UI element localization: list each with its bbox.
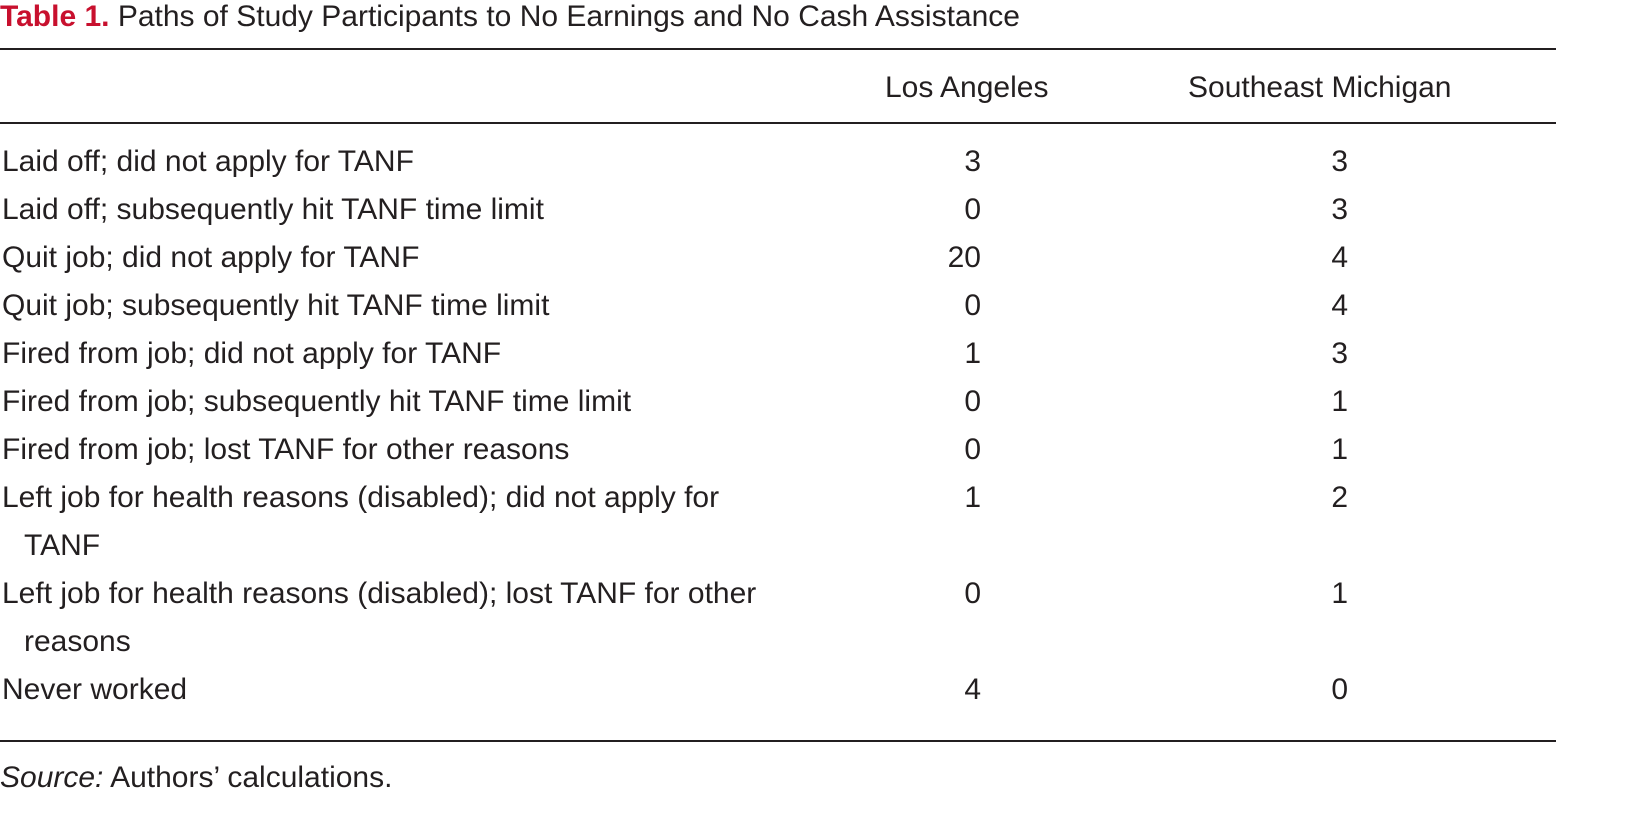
cell-southeast-michigan: 1 — [1331, 577, 1348, 610]
cell-southeast-michigan: 4 — [1331, 241, 1348, 274]
table-number-label: Table 1. — [0, 0, 110, 33]
cell-los-angeles: 4 — [964, 673, 981, 706]
table-row: Fired from job; did not apply for TANF 1… — [0, 330, 1556, 378]
row-category: Quit job; did not apply for TANF — [2, 241, 420, 274]
table-row: Laid off; did not apply for TANF 3 3 — [0, 138, 1556, 186]
source-label: Source: — [0, 761, 104, 794]
row-category: Laid off; did not apply for TANF — [2, 145, 414, 178]
table-row: Fired from job; subsequently hit TANF ti… — [0, 378, 1556, 426]
table-row: Fired from job; lost TANF for other reas… — [0, 426, 1556, 474]
table-row: Laid off; subsequently hit TANF time lim… — [0, 186, 1556, 234]
cell-los-angeles: 0 — [964, 577, 981, 610]
header-rule — [0, 122, 1556, 124]
table-row: Never worked 4 0 — [0, 666, 1556, 714]
row-category: Fired from job; did not apply for TANF — [2, 337, 502, 370]
table-row: Left job for health reasons (disabled); … — [0, 570, 1556, 666]
column-header-los-angeles: Los Angeles — [885, 71, 1049, 104]
bottom-rule — [0, 740, 1556, 742]
cell-los-angeles: 1 — [964, 337, 981, 370]
row-category: Left job for health reasons (disabled); … — [2, 577, 757, 658]
cell-los-angeles: 0 — [964, 193, 981, 226]
row-category: Laid off; subsequently hit TANF time lim… — [2, 193, 544, 226]
table-title-text: Paths of Study Participants to No Earnin… — [109, 0, 1020, 33]
cell-southeast-michigan: 0 — [1331, 673, 1348, 706]
cell-southeast-michigan: 1 — [1331, 433, 1348, 466]
row-category: Fired from job; subsequently hit TANF ti… — [2, 385, 632, 418]
cell-southeast-michigan: 3 — [1331, 337, 1348, 370]
row-category: Fired from job; lost TANF for other reas… — [2, 433, 570, 466]
row-category: Quit job; subsequently hit TANF time lim… — [2, 289, 550, 322]
cell-southeast-michigan: 3 — [1331, 145, 1348, 178]
row-category: Never worked — [2, 673, 188, 706]
table-row: Quit job; did not apply for TANF 20 4 — [0, 234, 1556, 282]
table-row: Left job for health reasons (disabled); … — [0, 474, 1556, 570]
source-note: Source: Authors’ calculations. — [0, 758, 392, 798]
top-rule — [0, 48, 1556, 50]
table-row: Quit job; subsequently hit TANF time lim… — [0, 282, 1556, 330]
cell-los-angeles: 0 — [964, 433, 981, 466]
cell-southeast-michigan: 4 — [1331, 289, 1348, 322]
table-body: Laid off; did not apply for TANF 3 3 Lai… — [0, 138, 1556, 714]
cell-los-angeles: 1 — [964, 481, 981, 514]
cell-los-angeles: 3 — [964, 145, 981, 178]
column-header-southeast-michigan: Southeast Michigan — [1188, 71, 1452, 104]
cell-los-angeles: 0 — [964, 289, 981, 322]
source-text: Authors’ calculations. — [103, 761, 393, 794]
table-title: Table 1. Paths of Study Participants to … — [0, 0, 1020, 34]
cell-los-angeles: 20 — [947, 241, 981, 274]
cell-southeast-michigan: 2 — [1331, 481, 1348, 514]
row-category: Left job for health reasons (disabled); … — [2, 481, 720, 562]
cell-southeast-michigan: 1 — [1331, 385, 1348, 418]
cell-southeast-michigan: 3 — [1331, 193, 1348, 226]
cell-los-angeles: 0 — [964, 385, 981, 418]
